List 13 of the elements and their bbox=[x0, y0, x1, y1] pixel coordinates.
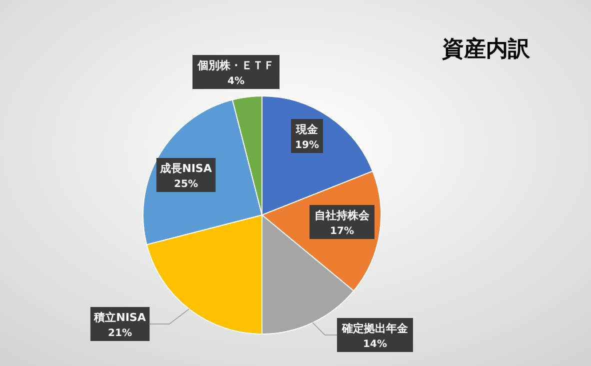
data-label: 25% bbox=[174, 179, 198, 190]
data-label: 19% bbox=[295, 140, 319, 151]
slice-label: 成長NISA bbox=[159, 162, 212, 175]
text: 資産内訳 bbox=[441, 36, 531, 62]
data-label: 21% bbox=[108, 328, 132, 339]
slice-label: 個別株・ＥＴＦ bbox=[196, 59, 274, 72]
slice-label: 積立NISA bbox=[93, 311, 146, 324]
data-label: 4% bbox=[228, 76, 244, 87]
data-label: 17% bbox=[330, 226, 354, 237]
slice-label: 確定拠出年金 bbox=[341, 322, 409, 335]
data-label: 14% bbox=[363, 339, 387, 350]
slice-label: 現金 bbox=[295, 123, 319, 136]
slice-label: 自社持株会 bbox=[314, 209, 370, 222]
